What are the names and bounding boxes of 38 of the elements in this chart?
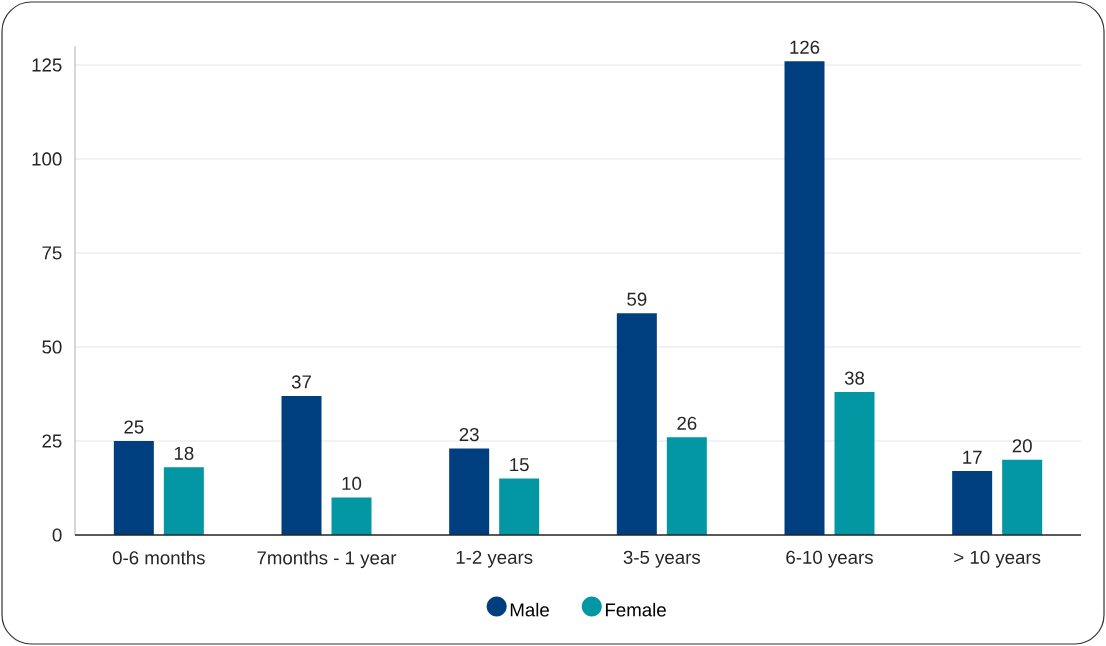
data-label: 20 <box>1012 439 1032 453</box>
data-label: 23 <box>459 427 479 442</box>
data-label: 38 <box>844 371 865 385</box>
data-label: 25 <box>124 420 144 434</box>
bar <box>499 478 540 535</box>
y-tick-label: 75 <box>42 246 62 260</box>
bar <box>113 441 154 535</box>
y-tick-label: 0 <box>52 528 62 542</box>
x-tick-label: 3-5 years <box>623 550 701 568</box>
data-label: 18 <box>174 446 194 460</box>
bar <box>1002 459 1043 535</box>
y-tick-label: 125 <box>32 58 62 72</box>
y-tick-label: 50 <box>42 340 62 354</box>
bar <box>834 392 875 535</box>
x-tick-label: 7months - 1 year <box>257 550 397 569</box>
bar <box>331 497 372 535</box>
legend-label: Male <box>510 602 549 617</box>
bar <box>666 437 707 535</box>
y-tick-label: 25 <box>42 434 62 448</box>
data-label: 126 <box>790 40 820 54</box>
x-tick-label: 1-2 years <box>456 550 533 568</box>
bar <box>163 467 204 535</box>
bar <box>616 313 657 535</box>
data-label: 26 <box>677 416 697 430</box>
bar <box>449 448 490 535</box>
data-label: 10 <box>342 476 362 491</box>
x-tick-label: 0-6 months <box>112 550 205 565</box>
data-label: 37 <box>291 375 311 389</box>
data-label: 59 <box>627 292 647 306</box>
x-tick-label: 6-10 years <box>786 550 873 568</box>
bar <box>784 61 825 535</box>
y-tick-label: 100 <box>32 152 62 166</box>
data-label: 17 <box>963 450 982 464</box>
data-label: 15 <box>510 458 529 472</box>
bar <box>281 395 322 535</box>
x-tick-label: > 10 years <box>954 550 1041 568</box>
bar <box>952 471 993 535</box>
legend-label: Female <box>605 602 666 617</box>
